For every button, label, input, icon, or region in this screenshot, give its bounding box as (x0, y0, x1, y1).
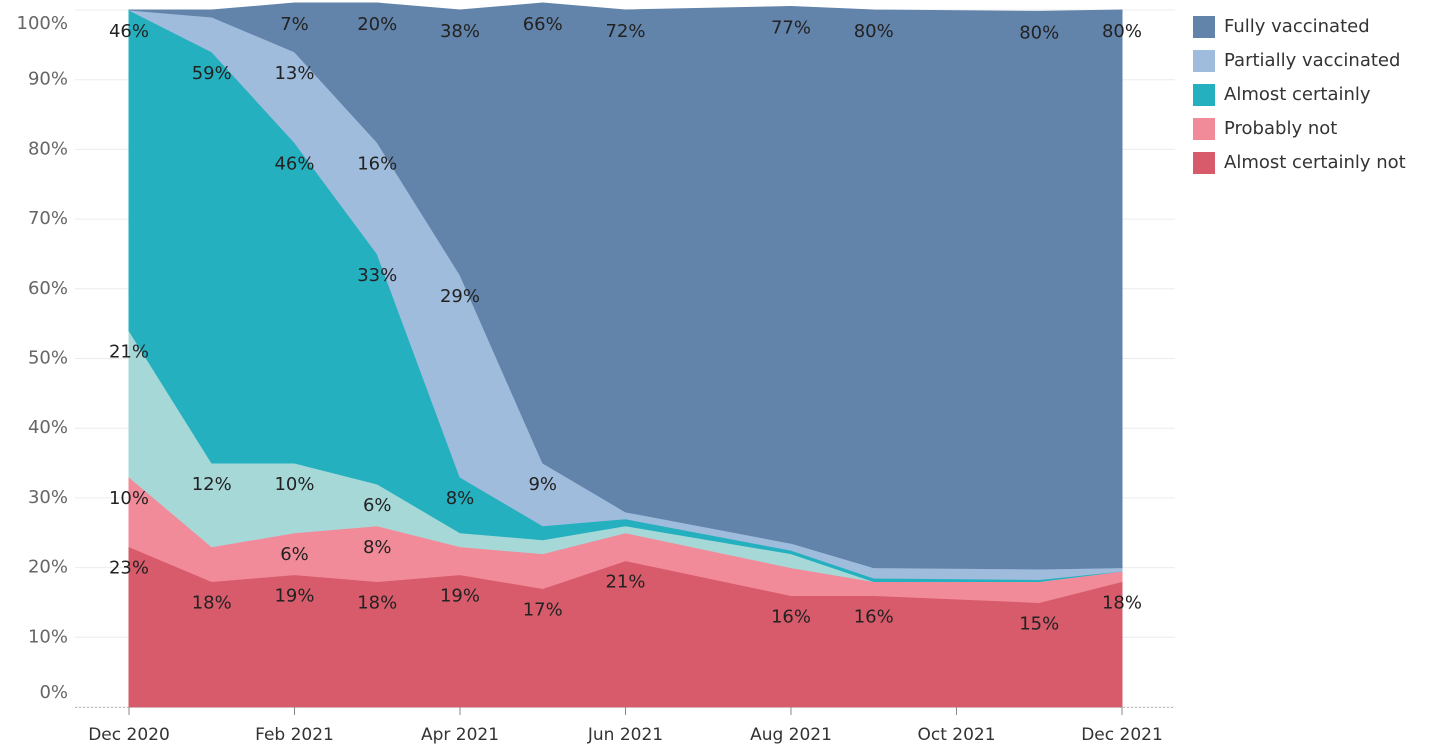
data-label: 33% (357, 265, 397, 286)
data-label: 38% (440, 21, 480, 42)
x-tick-label: Oct 2021 (917, 725, 995, 745)
data-label: 21% (109, 342, 149, 363)
legend-label: Almost certainly (1224, 84, 1371, 105)
data-label: 21% (605, 572, 645, 593)
data-label: 6% (363, 495, 392, 516)
x-tick-label: Feb 2021 (255, 725, 334, 745)
y-tick-label: 40% (28, 417, 68, 438)
x-tick-label: Apr 2021 (421, 725, 499, 745)
y-tick-label: 80% (28, 138, 68, 159)
data-label: 9% (528, 474, 557, 495)
y-tick-label: 70% (28, 208, 68, 229)
y-tick-label: 100% (17, 13, 68, 34)
data-label: 72% (605, 21, 645, 42)
data-label: 12% (192, 474, 232, 495)
data-label: 18% (357, 593, 397, 614)
y-tick-label: 90% (28, 69, 68, 90)
data-label: 59% (192, 63, 232, 84)
data-label: 6% (280, 544, 309, 565)
x-tick-label: Jun 2021 (587, 725, 663, 745)
data-label: 18% (1102, 593, 1142, 614)
data-label: 19% (274, 586, 314, 607)
data-label: 46% (109, 21, 149, 42)
data-label: 13% (274, 63, 314, 84)
y-tick-label: 0% (39, 682, 68, 703)
data-label: 10% (109, 488, 149, 509)
data-label: 80% (854, 21, 894, 42)
data-label: 16% (854, 606, 894, 627)
data-label: 23% (109, 558, 149, 579)
x-tick-label: Dec 2021 (1081, 725, 1163, 745)
data-label: 17% (523, 600, 563, 621)
data-label: 7% (280, 14, 309, 35)
area (128, 2, 1123, 570)
data-label: 16% (771, 606, 811, 627)
data-label: 16% (357, 153, 397, 174)
y-tick-label: 20% (28, 557, 68, 578)
data-label: 15% (1019, 613, 1059, 634)
y-tick-label: 10% (28, 626, 68, 647)
data-label: 10% (274, 474, 314, 495)
data-label: 18% (192, 593, 232, 614)
x-tick-label: Dec 2020 (88, 725, 170, 745)
legend-swatch (1193, 50, 1215, 72)
data-label: 8% (363, 537, 392, 558)
data-label: 8% (446, 488, 475, 509)
data-label: 46% (274, 153, 314, 174)
y-tick-label: 30% (28, 487, 68, 508)
legend-swatch (1193, 152, 1215, 174)
data-label: 20% (357, 14, 397, 35)
x-tick-label: Aug 2021 (750, 725, 832, 745)
legend-label: Probably not (1224, 118, 1337, 139)
data-label: 66% (523, 14, 563, 35)
data-label: 77% (771, 18, 811, 39)
data-label: 80% (1102, 21, 1142, 42)
y-tick-label: 60% (28, 278, 68, 299)
legend-swatch (1193, 84, 1215, 106)
legend-label: Almost certainly not (1224, 152, 1406, 173)
legend-swatch (1193, 16, 1215, 38)
data-label: 80% (1019, 22, 1059, 43)
data-label: 19% (440, 586, 480, 607)
legend-label: Fully vaccinated (1224, 16, 1370, 37)
data-label: 29% (440, 286, 480, 307)
y-tick-label: 50% (28, 348, 68, 369)
legend-swatch (1193, 118, 1215, 140)
legend-label: Partially vaccinated (1224, 50, 1400, 71)
